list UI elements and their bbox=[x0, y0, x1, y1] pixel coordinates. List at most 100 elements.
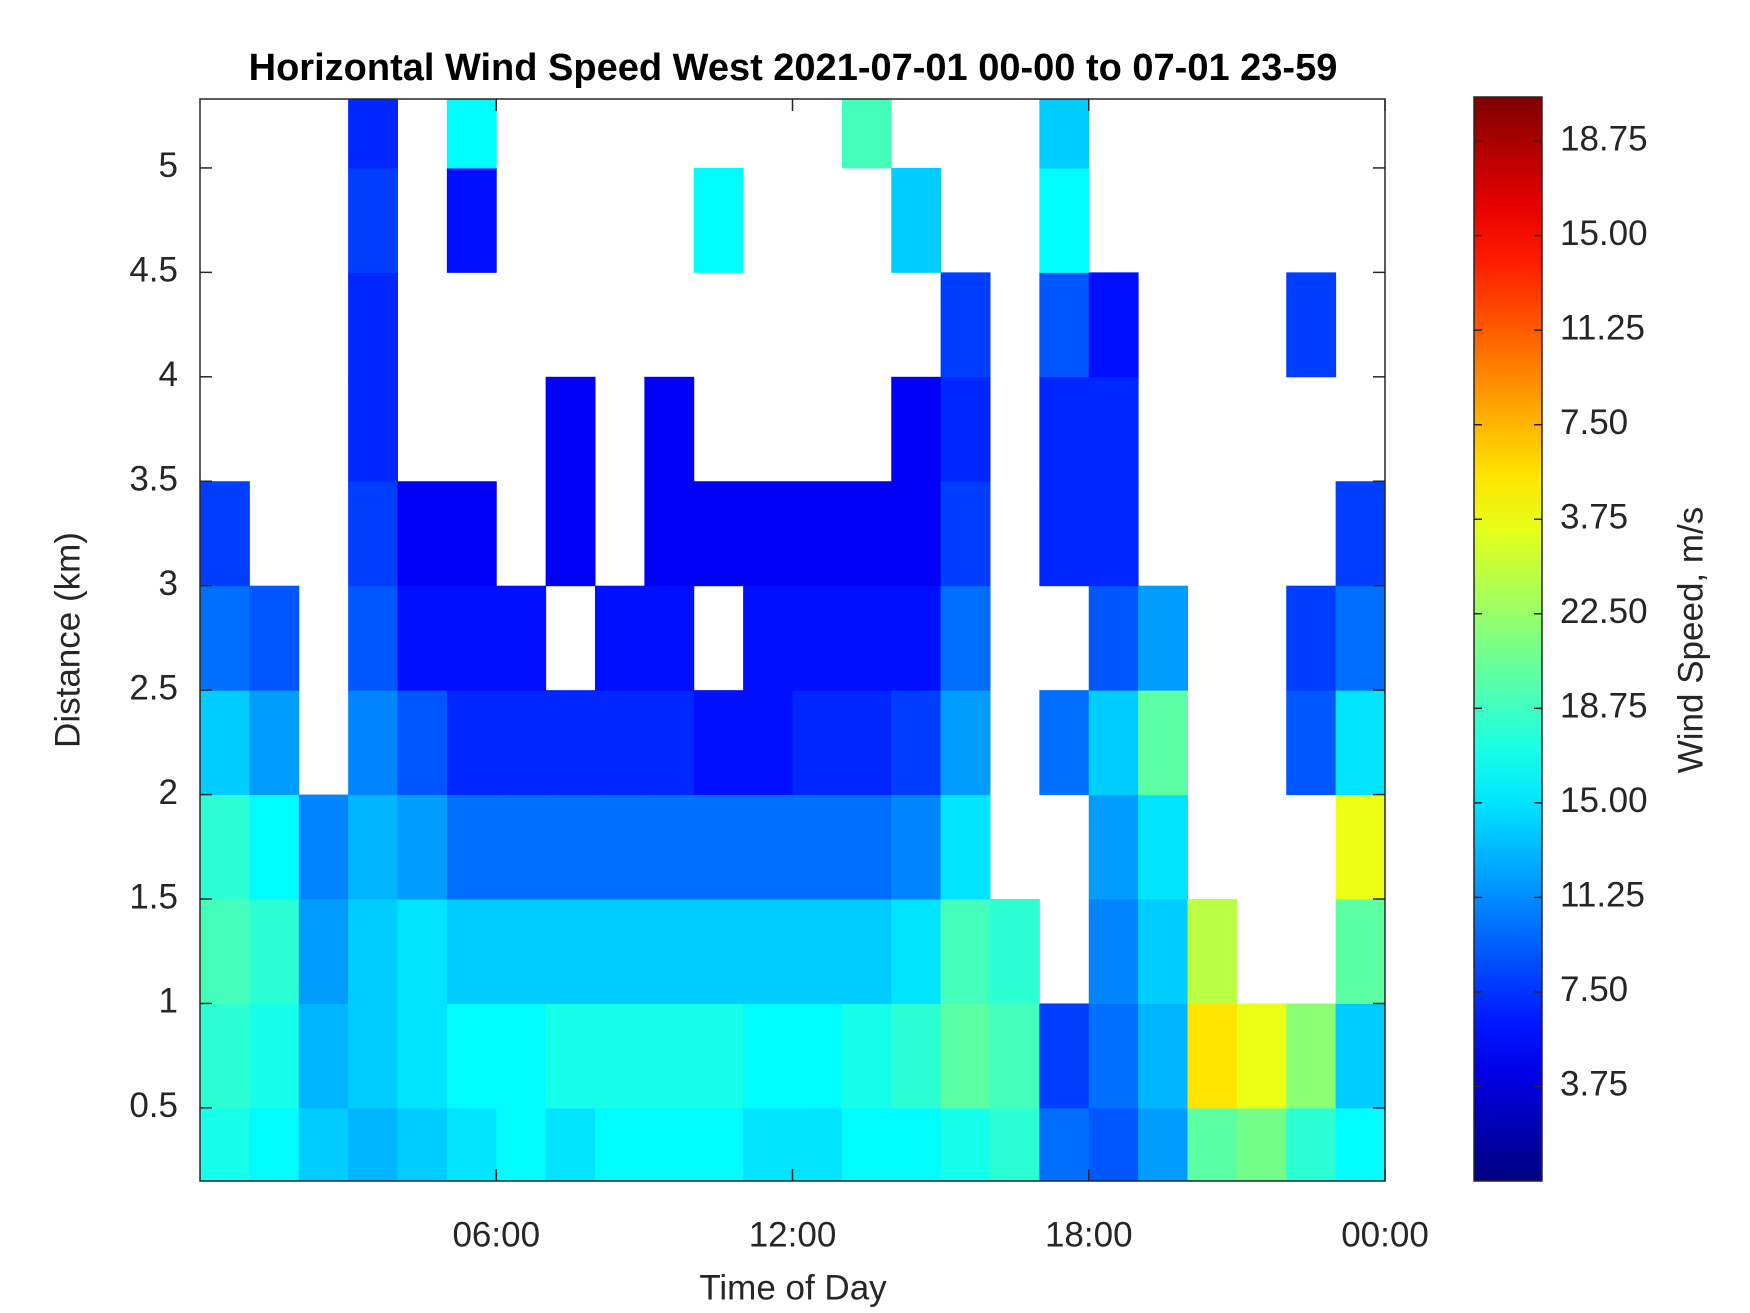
x-axis-label: Time of Day bbox=[699, 1268, 887, 1307]
heatmap-cell bbox=[1335, 690, 1386, 796]
heatmap-cell bbox=[1088, 1003, 1139, 1109]
heatmap-cell bbox=[891, 481, 942, 587]
heatmap-cell bbox=[743, 899, 793, 1004]
colorbar-tick-label: 18.75 bbox=[1560, 687, 1648, 726]
heatmap-cell bbox=[397, 481, 448, 587]
heatmap-cell bbox=[792, 899, 843, 1004]
heatmap-cell bbox=[348, 585, 398, 691]
heatmap-cell bbox=[841, 899, 892, 1004]
heatmap-cell bbox=[940, 481, 991, 587]
y-tick-label: 4 bbox=[159, 355, 178, 394]
heatmap-cell bbox=[348, 899, 398, 1004]
chart-title: Horizontal Wind Speed West 2021-07-01 00… bbox=[249, 47, 1338, 89]
colorbar-tick-label: 15.00 bbox=[1560, 214, 1648, 253]
heatmap-cell bbox=[1039, 690, 1090, 796]
y-tick-label: 1 bbox=[159, 982, 178, 1021]
heatmap-cell bbox=[743, 481, 793, 587]
heatmap-cell bbox=[545, 690, 596, 796]
heatmap-cell bbox=[446, 99, 497, 169]
colorbar bbox=[1473, 96, 1543, 1182]
colorbar-tick-label: 3.75 bbox=[1560, 498, 1628, 537]
y-tick-label: 5 bbox=[159, 146, 178, 185]
colorbar-tick-label: 11.25 bbox=[1560, 308, 1645, 347]
heatmap-cell bbox=[1088, 585, 1139, 691]
x-tick-label: 12:00 bbox=[749, 1215, 837, 1254]
heatmap-cell bbox=[200, 899, 250, 1004]
heatmap-cell bbox=[792, 585, 843, 691]
heatmap-cell bbox=[1335, 1107, 1386, 1182]
heatmap-cell bbox=[545, 794, 596, 900]
heatmap-cell bbox=[792, 481, 843, 587]
heatmap-cell bbox=[940, 585, 991, 691]
heatmap-cell bbox=[249, 1107, 300, 1182]
heatmap-cell bbox=[348, 1003, 398, 1109]
heatmap-cell bbox=[348, 481, 398, 587]
heatmap-cell bbox=[249, 1003, 300, 1109]
colorbar-tick-label: 11.25 bbox=[1560, 876, 1645, 915]
heatmap-cell bbox=[792, 794, 843, 900]
heatmap-cell bbox=[940, 794, 991, 900]
heatmap-cell bbox=[446, 1107, 497, 1182]
heatmap-cell bbox=[1138, 585, 1188, 691]
heatmap-cell bbox=[249, 794, 300, 900]
colorbar-tick-label: 22.50 bbox=[1560, 592, 1648, 631]
heatmap-cell bbox=[891, 899, 942, 1004]
heatmap-cell bbox=[595, 899, 645, 1004]
y-tick-label: 1.5 bbox=[129, 877, 178, 916]
heatmap-cell bbox=[446, 690, 497, 796]
colorbar-tick-label: 7.50 bbox=[1560, 970, 1628, 1009]
x-tick-label: 18:00 bbox=[1045, 1215, 1133, 1254]
heatmap-cell bbox=[595, 585, 645, 691]
heatmap-cell bbox=[249, 899, 300, 1004]
heatmap-cell bbox=[496, 1107, 547, 1182]
heatmap-cell bbox=[249, 690, 300, 796]
heatmap-cell bbox=[200, 1003, 250, 1109]
heatmap-cell bbox=[1088, 899, 1139, 1004]
heatmap-cell bbox=[1088, 481, 1139, 587]
heatmap-cell bbox=[545, 481, 596, 587]
colorbar-tick-label: 15.00 bbox=[1560, 781, 1648, 820]
heatmap-cell bbox=[1039, 272, 1090, 378]
heatmap-cell bbox=[940, 376, 991, 482]
colorbar-tick-label: 3.75 bbox=[1560, 1065, 1628, 1104]
heatmap-cell bbox=[397, 1003, 448, 1109]
heatmap-cell bbox=[200, 690, 250, 796]
heatmap-cell bbox=[397, 690, 448, 796]
heatmap-cell bbox=[446, 1003, 497, 1109]
heatmap-cell bbox=[644, 481, 695, 587]
heatmap-cell bbox=[841, 481, 892, 587]
heatmap-cell bbox=[1187, 1003, 1238, 1109]
heatmap-cell bbox=[1236, 1003, 1287, 1109]
heatmap-cell bbox=[1138, 1107, 1188, 1182]
heatmap-cell bbox=[693, 481, 744, 587]
heatmap-cell bbox=[545, 376, 596, 482]
heatmap-cell bbox=[743, 1003, 793, 1109]
heatmap-cell bbox=[891, 1003, 942, 1109]
x-tick-label: 06:00 bbox=[452, 1215, 540, 1254]
heatmap-cell bbox=[891, 585, 942, 691]
heatmap-cell bbox=[446, 794, 497, 900]
heatmap-cell bbox=[545, 1107, 596, 1182]
y-tick-label: 2.5 bbox=[129, 668, 178, 707]
heatmap-cell bbox=[792, 690, 843, 796]
heatmap-cell bbox=[891, 794, 942, 900]
heatmap-cell bbox=[1286, 585, 1337, 691]
heatmap-cell bbox=[990, 1107, 1040, 1182]
heatmap-cell bbox=[298, 899, 349, 1004]
heatmap-cell bbox=[348, 99, 398, 169]
heatmap-cell bbox=[841, 1107, 892, 1182]
heatmap-cell bbox=[496, 585, 547, 691]
heatmap-cell bbox=[743, 794, 793, 900]
heatmap-cell bbox=[644, 1107, 695, 1182]
heatmap-cell bbox=[644, 899, 695, 1004]
heatmap-cell bbox=[348, 690, 398, 796]
heatmap-cell bbox=[940, 690, 991, 796]
heatmap-cell bbox=[1286, 272, 1337, 378]
heatmap-cell bbox=[1138, 794, 1188, 900]
heatmap-cell bbox=[348, 272, 398, 378]
heatmap-cell bbox=[1286, 690, 1337, 796]
heatmap-cell bbox=[298, 1003, 349, 1109]
heatmap-cell bbox=[891, 690, 942, 796]
heatmap-cell bbox=[693, 794, 744, 900]
